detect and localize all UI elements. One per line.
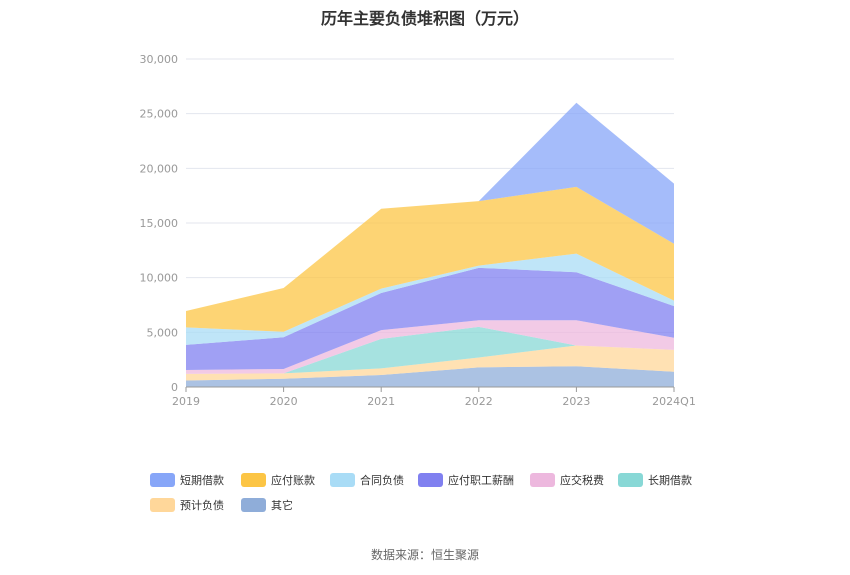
area-series-7: [186, 186, 674, 332]
area-series-8: [186, 102, 674, 312]
legend-label: 应付账款: [271, 474, 315, 487]
y-tick-label: 5,000: [147, 326, 179, 339]
legend-swatch: [241, 498, 266, 512]
chart-title: 历年主要负债堆积图（万元）: [320, 9, 529, 28]
legend-swatch: [150, 473, 175, 487]
x-tick-label: 2023: [562, 395, 590, 408]
area-series-2: [186, 345, 674, 381]
legend-label: 预计负债: [180, 499, 224, 512]
stacked-area-chart: 2019 2020 2021 2022 2023 2024Q1 0 5,000 10,000 15…: [140, 53, 696, 408]
legend-swatch: [530, 473, 555, 487]
y-tick-label: 0: [171, 381, 178, 394]
x-tick-label: 2020: [270, 395, 298, 408]
legend-label: 应付职工薪酬: [448, 474, 514, 487]
legend-item[interactable]: 长期借款: [618, 472, 692, 488]
y-tick-label: 15,000: [140, 217, 179, 230]
y-tick-label: 10,000: [140, 272, 179, 285]
legend-swatch: [241, 473, 266, 487]
legend-swatch: [330, 473, 355, 487]
legend-label: 短期借款: [180, 474, 224, 487]
x-tick-label: 2022: [465, 395, 493, 408]
y-tick-label: 30,000: [140, 53, 179, 66]
area-series-5: [186, 267, 674, 371]
x-tick-label: 2021: [367, 395, 395, 408]
legend-label: 应交税费: [560, 474, 604, 487]
legend-item[interactable]: 其它: [241, 497, 293, 513]
legend-item[interactable]: 预计负债: [150, 497, 224, 513]
legend-swatch: [418, 473, 443, 487]
legend-label: 其它: [271, 499, 293, 512]
y-tick-label: 25,000: [140, 108, 179, 121]
legend-item[interactable]: 应交税费: [530, 472, 604, 488]
legend-swatch: [150, 498, 175, 512]
legend-item[interactable]: 短期借款: [150, 472, 224, 488]
area-series-6: [186, 253, 674, 345]
legend-swatch: [618, 473, 643, 487]
legend-label: 合同负债: [360, 474, 404, 487]
area-series-layer: [186, 102, 674, 387]
data-source-note: 数据来源：恒生聚源: [370, 548, 479, 562]
legend-item[interactable]: 合同负债: [330, 472, 404, 488]
area-series-3: [186, 326, 674, 374]
area-series-4: [186, 320, 674, 374]
axes: 2019 2020 2021 2022 2023 2024Q1 0 5,000 10,000 15…: [140, 53, 696, 408]
x-tick-label: 2024Q1: [652, 395, 696, 408]
legend-item[interactable]: 应付职工薪酬: [418, 472, 514, 488]
legend-label: 长期借款: [648, 474, 692, 487]
area-series-1: [186, 366, 674, 387]
x-tick-label: 2019: [172, 395, 200, 408]
legend-item[interactable]: 应付账款: [241, 472, 315, 488]
y-tick-label: 20,000: [140, 162, 179, 175]
